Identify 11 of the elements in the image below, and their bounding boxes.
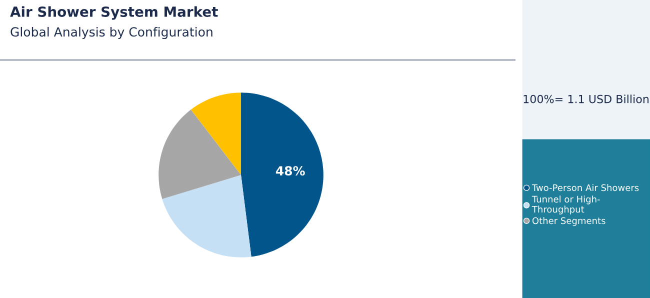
chart-title: Air Shower System Market [10,6,218,20]
pie-slice [190,92,241,175]
pie-slice [158,110,241,199]
pie-slice [162,175,252,258]
pie-slice [241,92,324,257]
chart-subtitle: Global Analysis by Configuration [10,26,212,40]
legend-label: Other Segments [532,217,606,226]
legend-label: Two-Person Air Showers [532,184,639,192]
data-label: 48% [276,166,305,176]
text: 100%= 1.1 USD Billion [524,94,649,104]
legend-label: Tunnel or High-Throughput [532,196,600,214]
